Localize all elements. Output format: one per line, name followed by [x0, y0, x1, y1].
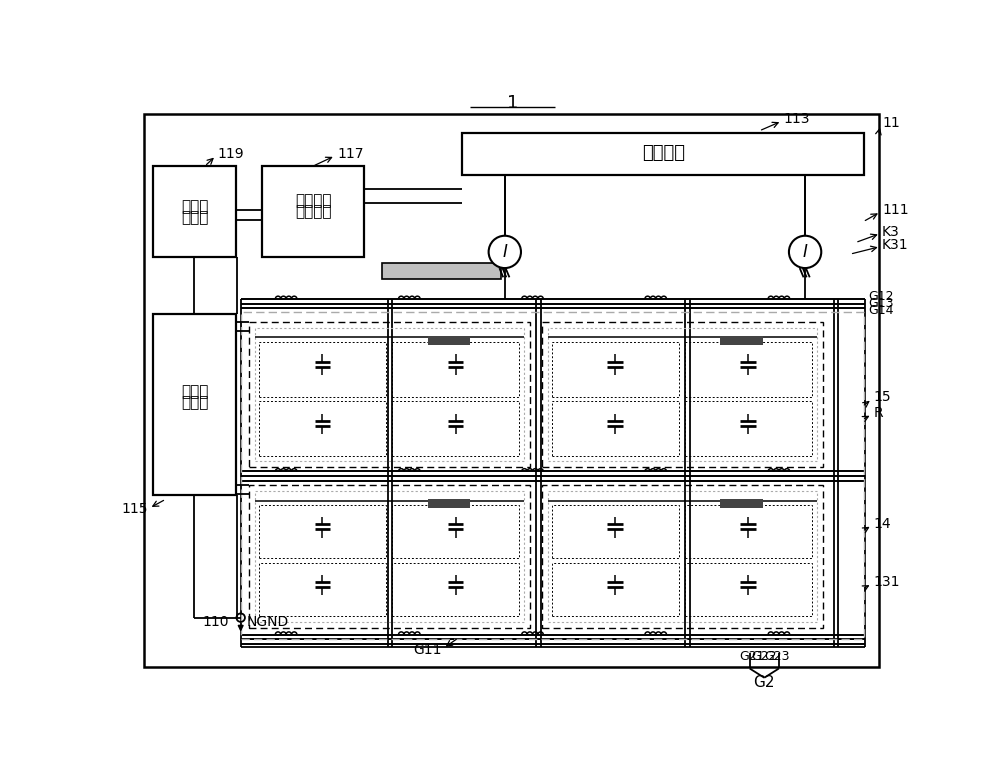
Bar	[428, 499, 470, 508]
Bar	[685, 563, 812, 616]
Text: 15: 15	[874, 390, 891, 405]
Bar	[255, 491, 524, 621]
Bar	[153, 167, 236, 258]
Text: 扫描驱: 扫描驱	[181, 384, 208, 399]
Bar	[552, 401, 679, 456]
Text: K3: K3	[882, 225, 900, 239]
Bar	[241, 312, 864, 639]
Text: 131: 131	[874, 575, 900, 589]
Bar	[542, 485, 823, 628]
Circle shape	[489, 236, 521, 268]
Text: G22: G22	[752, 651, 777, 663]
Bar	[552, 563, 679, 616]
Text: 14: 14	[874, 517, 891, 530]
Bar	[392, 342, 519, 396]
Text: I: I	[502, 243, 507, 261]
Text: R: R	[874, 406, 883, 420]
Circle shape	[789, 236, 821, 268]
Text: 117: 117	[337, 147, 363, 161]
Bar	[392, 401, 519, 456]
Bar	[542, 322, 823, 466]
Bar	[720, 336, 763, 345]
Text: 110: 110	[203, 614, 229, 628]
Bar	[685, 401, 812, 456]
Text: 115: 115	[121, 502, 148, 516]
Bar	[552, 342, 679, 396]
Bar	[685, 505, 812, 558]
Bar	[259, 342, 386, 396]
Text: 处理电路: 处理电路	[642, 144, 685, 163]
Text: 制电路: 制电路	[181, 210, 208, 226]
Bar	[259, 505, 386, 558]
Text: NGND: NGND	[247, 614, 289, 628]
Text: G12: G12	[868, 290, 894, 303]
Bar	[249, 485, 530, 628]
Text: K31: K31	[882, 238, 909, 252]
Bar	[548, 491, 817, 621]
Text: G14: G14	[868, 304, 894, 317]
Text: 动电路: 动电路	[181, 396, 208, 410]
Bar	[552, 505, 679, 558]
Text: 11: 11	[882, 116, 900, 130]
Text: 113: 113	[784, 113, 810, 126]
Bar	[259, 563, 386, 616]
Bar	[720, 499, 763, 508]
Bar	[259, 401, 386, 456]
Text: 参考信号: 参考信号	[295, 193, 331, 208]
Text: 时序控: 时序控	[181, 199, 208, 214]
Text: 119: 119	[218, 147, 244, 161]
Text: G21: G21	[739, 651, 765, 663]
Bar	[262, 167, 364, 258]
Text: G23: G23	[764, 651, 789, 663]
Bar	[548, 328, 817, 460]
Bar	[153, 315, 236, 495]
Bar	[255, 328, 524, 460]
Bar	[249, 322, 530, 466]
Bar	[685, 342, 812, 396]
Text: G13: G13	[868, 297, 894, 310]
Text: G2: G2	[754, 675, 775, 690]
Text: 产生电路: 产生电路	[295, 204, 331, 220]
Bar	[462, 133, 864, 175]
Bar	[392, 505, 519, 558]
Text: 1: 1	[507, 93, 518, 112]
Text: I: I	[803, 243, 808, 261]
Bar	[392, 563, 519, 616]
Bar	[382, 264, 501, 279]
Text: G11: G11	[413, 643, 442, 657]
Text: 111: 111	[882, 204, 909, 217]
Bar	[428, 336, 470, 345]
Bar	[382, 264, 501, 279]
